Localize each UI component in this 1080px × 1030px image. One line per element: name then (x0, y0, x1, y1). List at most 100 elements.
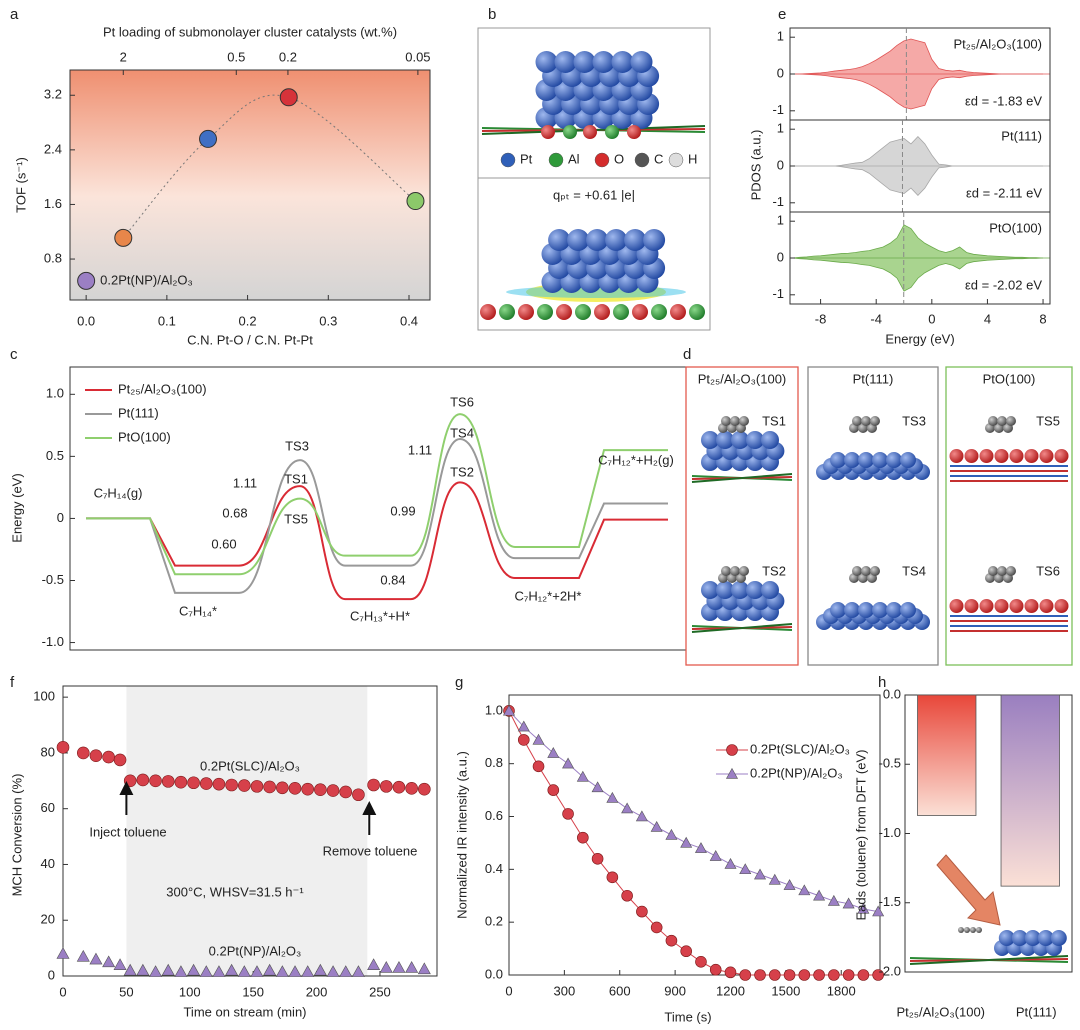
atom (949, 449, 964, 463)
point (621, 802, 634, 814)
atom (730, 416, 740, 426)
d-band-label: εd = -1.83 eV (965, 93, 1042, 108)
atom (573, 51, 596, 73)
legend-label: Al (568, 151, 580, 166)
x-tick-label: 200 (306, 984, 328, 999)
y-tick-label: 0.8 (44, 250, 62, 265)
point (405, 961, 419, 973)
point (89, 749, 103, 763)
point (680, 945, 692, 958)
point (406, 192, 425, 211)
y-tick-label: -0.5 (879, 756, 901, 771)
point (114, 228, 133, 247)
decorative-arrow (936, 854, 1001, 926)
atom (583, 125, 597, 139)
legend-label: PtO(100) (118, 429, 171, 444)
y-tick-label: 0.8 (485, 755, 503, 770)
x-axis-title: Energy (eV) (885, 331, 954, 346)
subplot-title: PtO(100) (989, 220, 1042, 235)
x-tick-label: 1800 (827, 983, 856, 998)
point (102, 750, 115, 764)
point (275, 965, 289, 977)
x-tick-label: 900 (664, 983, 686, 998)
point (724, 857, 737, 869)
point (709, 850, 722, 861)
point (547, 784, 560, 796)
ts-label: TS5 (284, 511, 308, 526)
atom (1039, 449, 1054, 463)
atom (611, 51, 634, 73)
energy-profile (86, 437, 668, 594)
atom (830, 602, 846, 618)
atom (739, 416, 749, 426)
atom (721, 416, 731, 426)
atom (858, 602, 874, 618)
x-tick-label: 1500 (771, 983, 800, 998)
y-axis-title: Eads (toluene) from DFT (eV) (853, 750, 868, 921)
bar (1000, 694, 1060, 887)
point (225, 963, 239, 976)
point (367, 958, 381, 970)
barrier-label: 0.68 (222, 505, 247, 520)
shaded-region (126, 686, 368, 976)
atom (716, 581, 734, 599)
x-tick-label: 0.3 (319, 313, 337, 328)
point (367, 778, 380, 792)
point (665, 828, 678, 840)
support (909, 955, 1069, 965)
x-tick-label: 2 (120, 49, 127, 64)
x-tick-label: 8 (1039, 311, 1046, 326)
y-tick-label: -1 (772, 194, 784, 209)
point (339, 965, 353, 977)
point (502, 704, 516, 716)
x-tick-label: 0 (505, 983, 512, 998)
barrier-label: 0.60 (211, 536, 236, 551)
annotation: 300°C, WHSV=31.5 h⁻¹ (166, 884, 304, 899)
atom (701, 581, 719, 599)
atom (1024, 930, 1041, 946)
atom (563, 125, 577, 139)
atom (613, 304, 629, 320)
point (392, 780, 406, 794)
atom (979, 599, 994, 613)
x-axis-title: Time (s) (664, 1009, 711, 1024)
x-tick-label: 1200 (716, 983, 745, 998)
barrier-label: 0.84 (380, 572, 405, 587)
y-tick-label: 0.2 (485, 914, 503, 929)
legend-swatch (500, 152, 516, 168)
panel-label: a (10, 6, 19, 23)
atom (994, 599, 1009, 613)
point (339, 785, 353, 799)
atom (886, 452, 902, 468)
point (161, 963, 175, 976)
plot-frame (69, 69, 431, 301)
atom (716, 431, 734, 449)
atom (746, 431, 764, 449)
point (237, 779, 251, 792)
support (691, 473, 793, 483)
point (827, 894, 840, 906)
atom (964, 449, 979, 463)
x-tick-label: 0.4 (400, 313, 418, 328)
point (250, 780, 264, 793)
atom (872, 602, 888, 618)
y-tick-label: -2.0 (879, 963, 901, 978)
ts-label: TS3 (902, 413, 926, 428)
atom (586, 229, 609, 251)
point (56, 741, 70, 754)
point (199, 965, 213, 977)
y-axis-title: MCH Conversion (%) (9, 774, 24, 897)
point (313, 963, 327, 976)
point (123, 774, 137, 788)
atom (605, 229, 628, 251)
point (828, 969, 840, 981)
ts-label: TS2 (450, 464, 474, 479)
series-label: 0.2Pt(NP)/Al₂O₃ (209, 943, 302, 958)
atom (1024, 599, 1039, 613)
x-axis-title: C.N. Pt-O / C.N. Pt-Pt (187, 332, 313, 347)
point (724, 966, 737, 979)
y-tick-label: 1.0 (485, 702, 503, 717)
atom (988, 416, 998, 426)
state-label: C₇H₁₄* (179, 603, 217, 618)
panel-label: f (10, 674, 15, 691)
